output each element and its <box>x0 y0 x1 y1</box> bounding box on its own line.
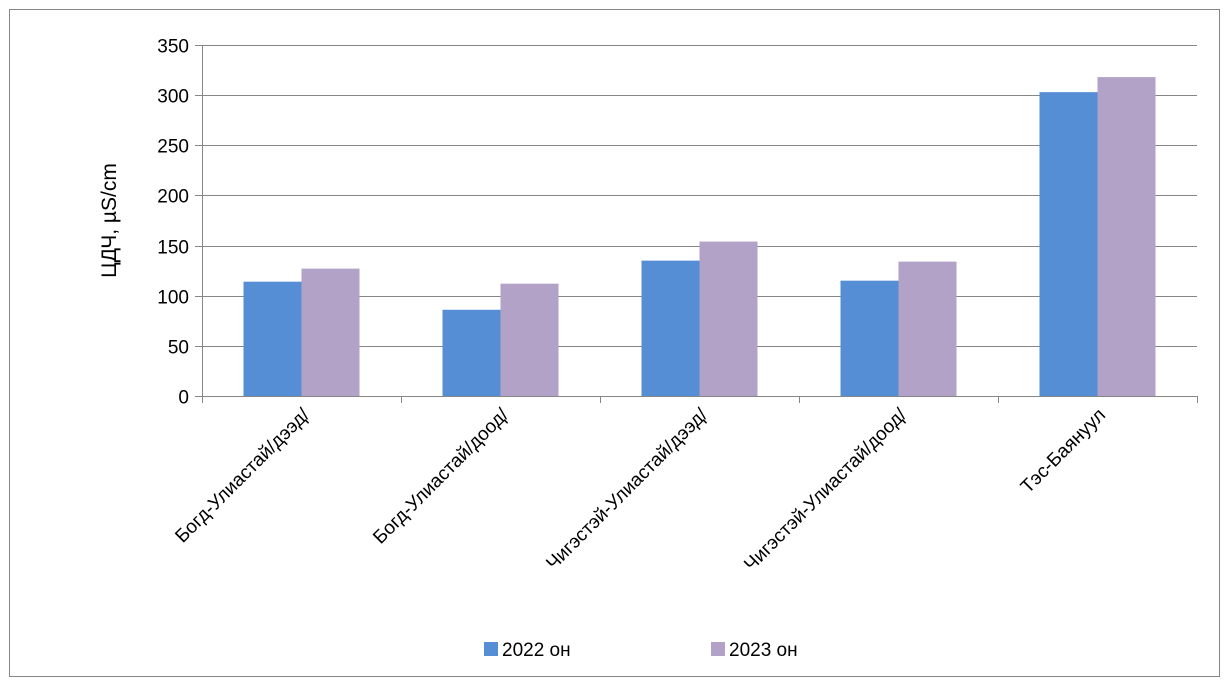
legend-swatch <box>711 642 725 656</box>
legend: 2022 он 2023 он <box>484 640 798 661</box>
y-axis-title: ЦДЧ, µS/cm <box>98 163 121 278</box>
bar <box>442 309 501 396</box>
y-tick-label: 0 <box>178 388 189 409</box>
x-tick-label: Чигэстэй-Улиастай/доод/ <box>740 404 911 575</box>
bar <box>1039 92 1098 397</box>
bars <box>243 77 1156 397</box>
bar <box>243 281 302 396</box>
legend-swatch <box>484 642 498 656</box>
y-tick-label: 200 <box>157 187 189 208</box>
bar <box>500 283 559 396</box>
y-tick-label: 50 <box>168 338 189 359</box>
legend-label: 2022 он <box>502 640 571 661</box>
bar <box>840 280 899 396</box>
chart-frame: 0 50 100 150 200 250 300 350 Богд-Улиастай/дээд/… <box>9 9 1220 677</box>
x-tick-label: Богд-Улиастай/дээд/ <box>171 404 314 547</box>
x-tick-label: Богд-Улиастай/доод/ <box>369 404 513 548</box>
y-tick-label: 350 <box>157 37 189 58</box>
y-tick-label: 250 <box>157 137 189 158</box>
x-tick-label: Чигэстэй-Улиастай/дээд/ <box>542 404 712 574</box>
bar-chart: 0 50 100 150 200 250 300 350 Богд-Улиастай/дээд/… <box>98 37 1198 661</box>
bar <box>699 241 758 396</box>
bar <box>301 268 360 396</box>
y-tick-label: 100 <box>157 288 189 309</box>
y-tick-label: 300 <box>157 87 189 108</box>
legend-label: 2023 он <box>729 640 798 661</box>
bar <box>641 260 700 396</box>
bar <box>898 261 957 396</box>
x-tick-label: Тэс-Баянуул <box>1017 405 1110 498</box>
bar <box>1097 77 1156 396</box>
axes <box>195 45 1198 403</box>
y-tick-label: 150 <box>157 238 189 259</box>
